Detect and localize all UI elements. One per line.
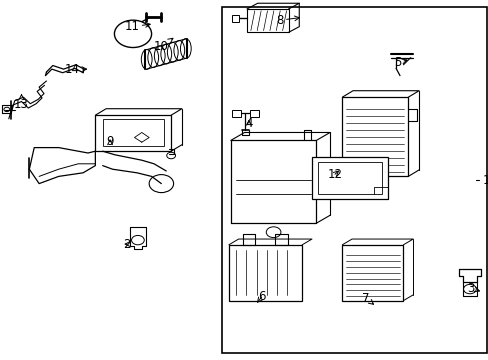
- Bar: [342, 97, 407, 176]
- Text: 4: 4: [244, 117, 252, 130]
- Text: 6: 6: [257, 291, 265, 303]
- Bar: [317, 162, 381, 194]
- Bar: [228, 245, 302, 301]
- Text: 3: 3: [466, 282, 479, 294]
- Text: 8: 8: [276, 14, 299, 27]
- Text: 14: 14: [65, 63, 86, 76]
- Bar: [222, 7, 486, 353]
- Text: 2: 2: [123, 238, 131, 251]
- Text: 10: 10: [154, 38, 173, 53]
- Text: 11: 11: [124, 20, 150, 33]
- Bar: [102, 119, 163, 146]
- Text: 7: 7: [361, 292, 373, 305]
- Bar: [250, 110, 259, 117]
- Bar: [311, 157, 387, 199]
- Bar: [231, 110, 240, 117]
- Text: 1: 1: [482, 174, 488, 186]
- Text: 12: 12: [327, 168, 342, 181]
- Bar: [232, 15, 238, 22]
- Bar: [342, 245, 403, 301]
- Bar: [246, 9, 288, 32]
- Bar: [95, 115, 171, 151]
- Text: 13: 13: [14, 95, 29, 111]
- Text: 5: 5: [393, 56, 406, 69]
- Text: 9: 9: [106, 135, 114, 148]
